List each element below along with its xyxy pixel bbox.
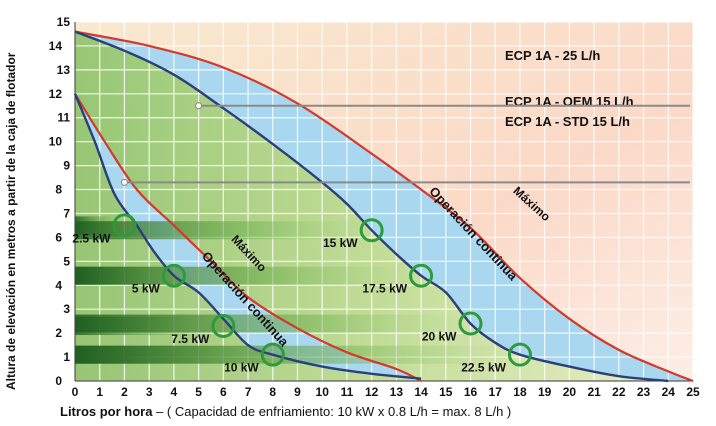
x-tick-11: 11 <box>341 385 354 399</box>
y-tick-6: 6 <box>55 230 62 244</box>
kw-marker-1-3 <box>507 342 532 367</box>
x-tick-9: 9 <box>294 385 301 399</box>
continuous-curve-1 <box>74 30 669 383</box>
curves <box>73 30 694 383</box>
x-tick-12: 12 <box>365 385 379 399</box>
max-curve-0 <box>74 93 422 382</box>
x-tick-25: 25 <box>686 385 700 399</box>
leader-dot-0 <box>120 178 128 186</box>
continuous-curve-0 <box>73 93 422 380</box>
x-tick-18: 18 <box>513 385 527 399</box>
y-tick-9: 9 <box>63 159 70 173</box>
y-tick-13: 13 <box>57 63 71 77</box>
x-axis-title: Litros por hora – ( Capacidad de enfriam… <box>60 404 511 419</box>
x-tick-15: 15 <box>439 385 453 399</box>
y-tick-1: 1 <box>63 350 70 364</box>
y-tick-10: 10 <box>49 135 63 149</box>
kw-label-0-1: 5 kW <box>132 282 161 296</box>
kw-marker-1-1 <box>409 263 434 288</box>
max-curve-1 <box>74 30 694 383</box>
kw-band-1-2 <box>75 314 471 333</box>
x-axis-ticks: 0 1 2 3 4 5 6 7 8 9 10 11 12 13 14 15 16 17 18 19 20 21 22 23 24… <box>72 385 700 399</box>
y-tick-5: 5 <box>63 254 70 268</box>
x-tick-4: 4 <box>171 385 178 399</box>
x-tick-2: 2 <box>121 385 128 399</box>
y-tick-8: 8 <box>55 183 62 197</box>
x-tick-0: 0 <box>72 385 79 399</box>
x-tick-17: 17 <box>489 385 503 399</box>
y-tick-14: 14 <box>49 39 63 53</box>
x-tick-24: 24 <box>662 385 676 399</box>
y-axis-title: Altura de elevación en metros a partir d… <box>4 52 18 390</box>
y-tick-11: 11 <box>57 111 70 125</box>
kw-band-1-3 <box>75 345 520 364</box>
kw-label-1-1: 17.5 kW <box>362 282 407 296</box>
x-tick-23: 23 <box>637 385 651 399</box>
x-tick-8: 8 <box>269 385 276 399</box>
oem-band <box>75 31 693 381</box>
markers: 2.5 kW 5 kW 7.5 kW 10 kW 15 kW 17.5 kW 20 kW 22… <box>72 213 532 375</box>
x-axis-subtitle: – ( Capacidad de enfriamiento: 10 kW x 0… <box>156 404 512 419</box>
x-tick-22: 22 <box>612 385 626 399</box>
y-tick-7: 7 <box>63 206 70 220</box>
x-tick-14: 14 <box>414 385 428 399</box>
kw-label-1-2: 20 kW <box>422 330 457 344</box>
y-tick-0: 0 <box>55 374 62 388</box>
x-tick-3: 3 <box>146 385 153 399</box>
x-axis-label: Litros por hora <box>60 404 153 419</box>
y-tick-3: 3 <box>63 302 70 316</box>
kw-marker-1-0 <box>359 218 384 243</box>
kw-bands <box>75 216 520 364</box>
x-tick-6: 6 <box>220 385 227 399</box>
x-tick-13: 13 <box>390 385 404 399</box>
x-tick-5: 5 <box>195 385 202 399</box>
kw-label-0-3: 10 kW <box>224 361 259 375</box>
series-label-2: ECP 1A - 25 L/h <box>505 48 600 63</box>
x-tick-19: 19 <box>538 385 552 399</box>
kw-label-1-3: 22.5 kW <box>461 361 506 375</box>
x-tick-21: 21 <box>587 385 601 399</box>
series-label-0: ECP 1A - STD 15 L/h <box>505 114 630 129</box>
kw-marker-0-1 <box>161 263 186 288</box>
y-tick-12: 12 <box>49 87 63 101</box>
kw-label-0-0: 2.5 kW <box>72 231 111 245</box>
y-tick-15: 15 <box>57 15 71 29</box>
kw-marker-0-0 <box>112 213 137 238</box>
x-tick-10: 10 <box>316 385 330 399</box>
kw-band-1-1 <box>75 266 422 285</box>
kw-label-0-2: 7.5 kW <box>171 332 210 346</box>
x-tick-7: 7 <box>245 385 252 399</box>
kw-marker-1-2 <box>458 311 483 336</box>
kw-band-1-0 <box>75 221 372 240</box>
y-axis-label: Altura de elevación en metros a partir d… <box>4 52 18 390</box>
y-tick-4: 4 <box>55 278 62 292</box>
x-tick-20: 20 <box>563 385 577 399</box>
x-tick-16: 16 <box>464 385 478 399</box>
leader-dot-2 <box>195 102 203 110</box>
kw-label-1-0: 15 kW <box>323 236 358 250</box>
x-tick-1: 1 <box>96 385 103 399</box>
kw-marker-0-3 <box>260 342 285 367</box>
kw-marker-0-2 <box>211 313 236 338</box>
y-tick-2: 2 <box>55 326 62 340</box>
